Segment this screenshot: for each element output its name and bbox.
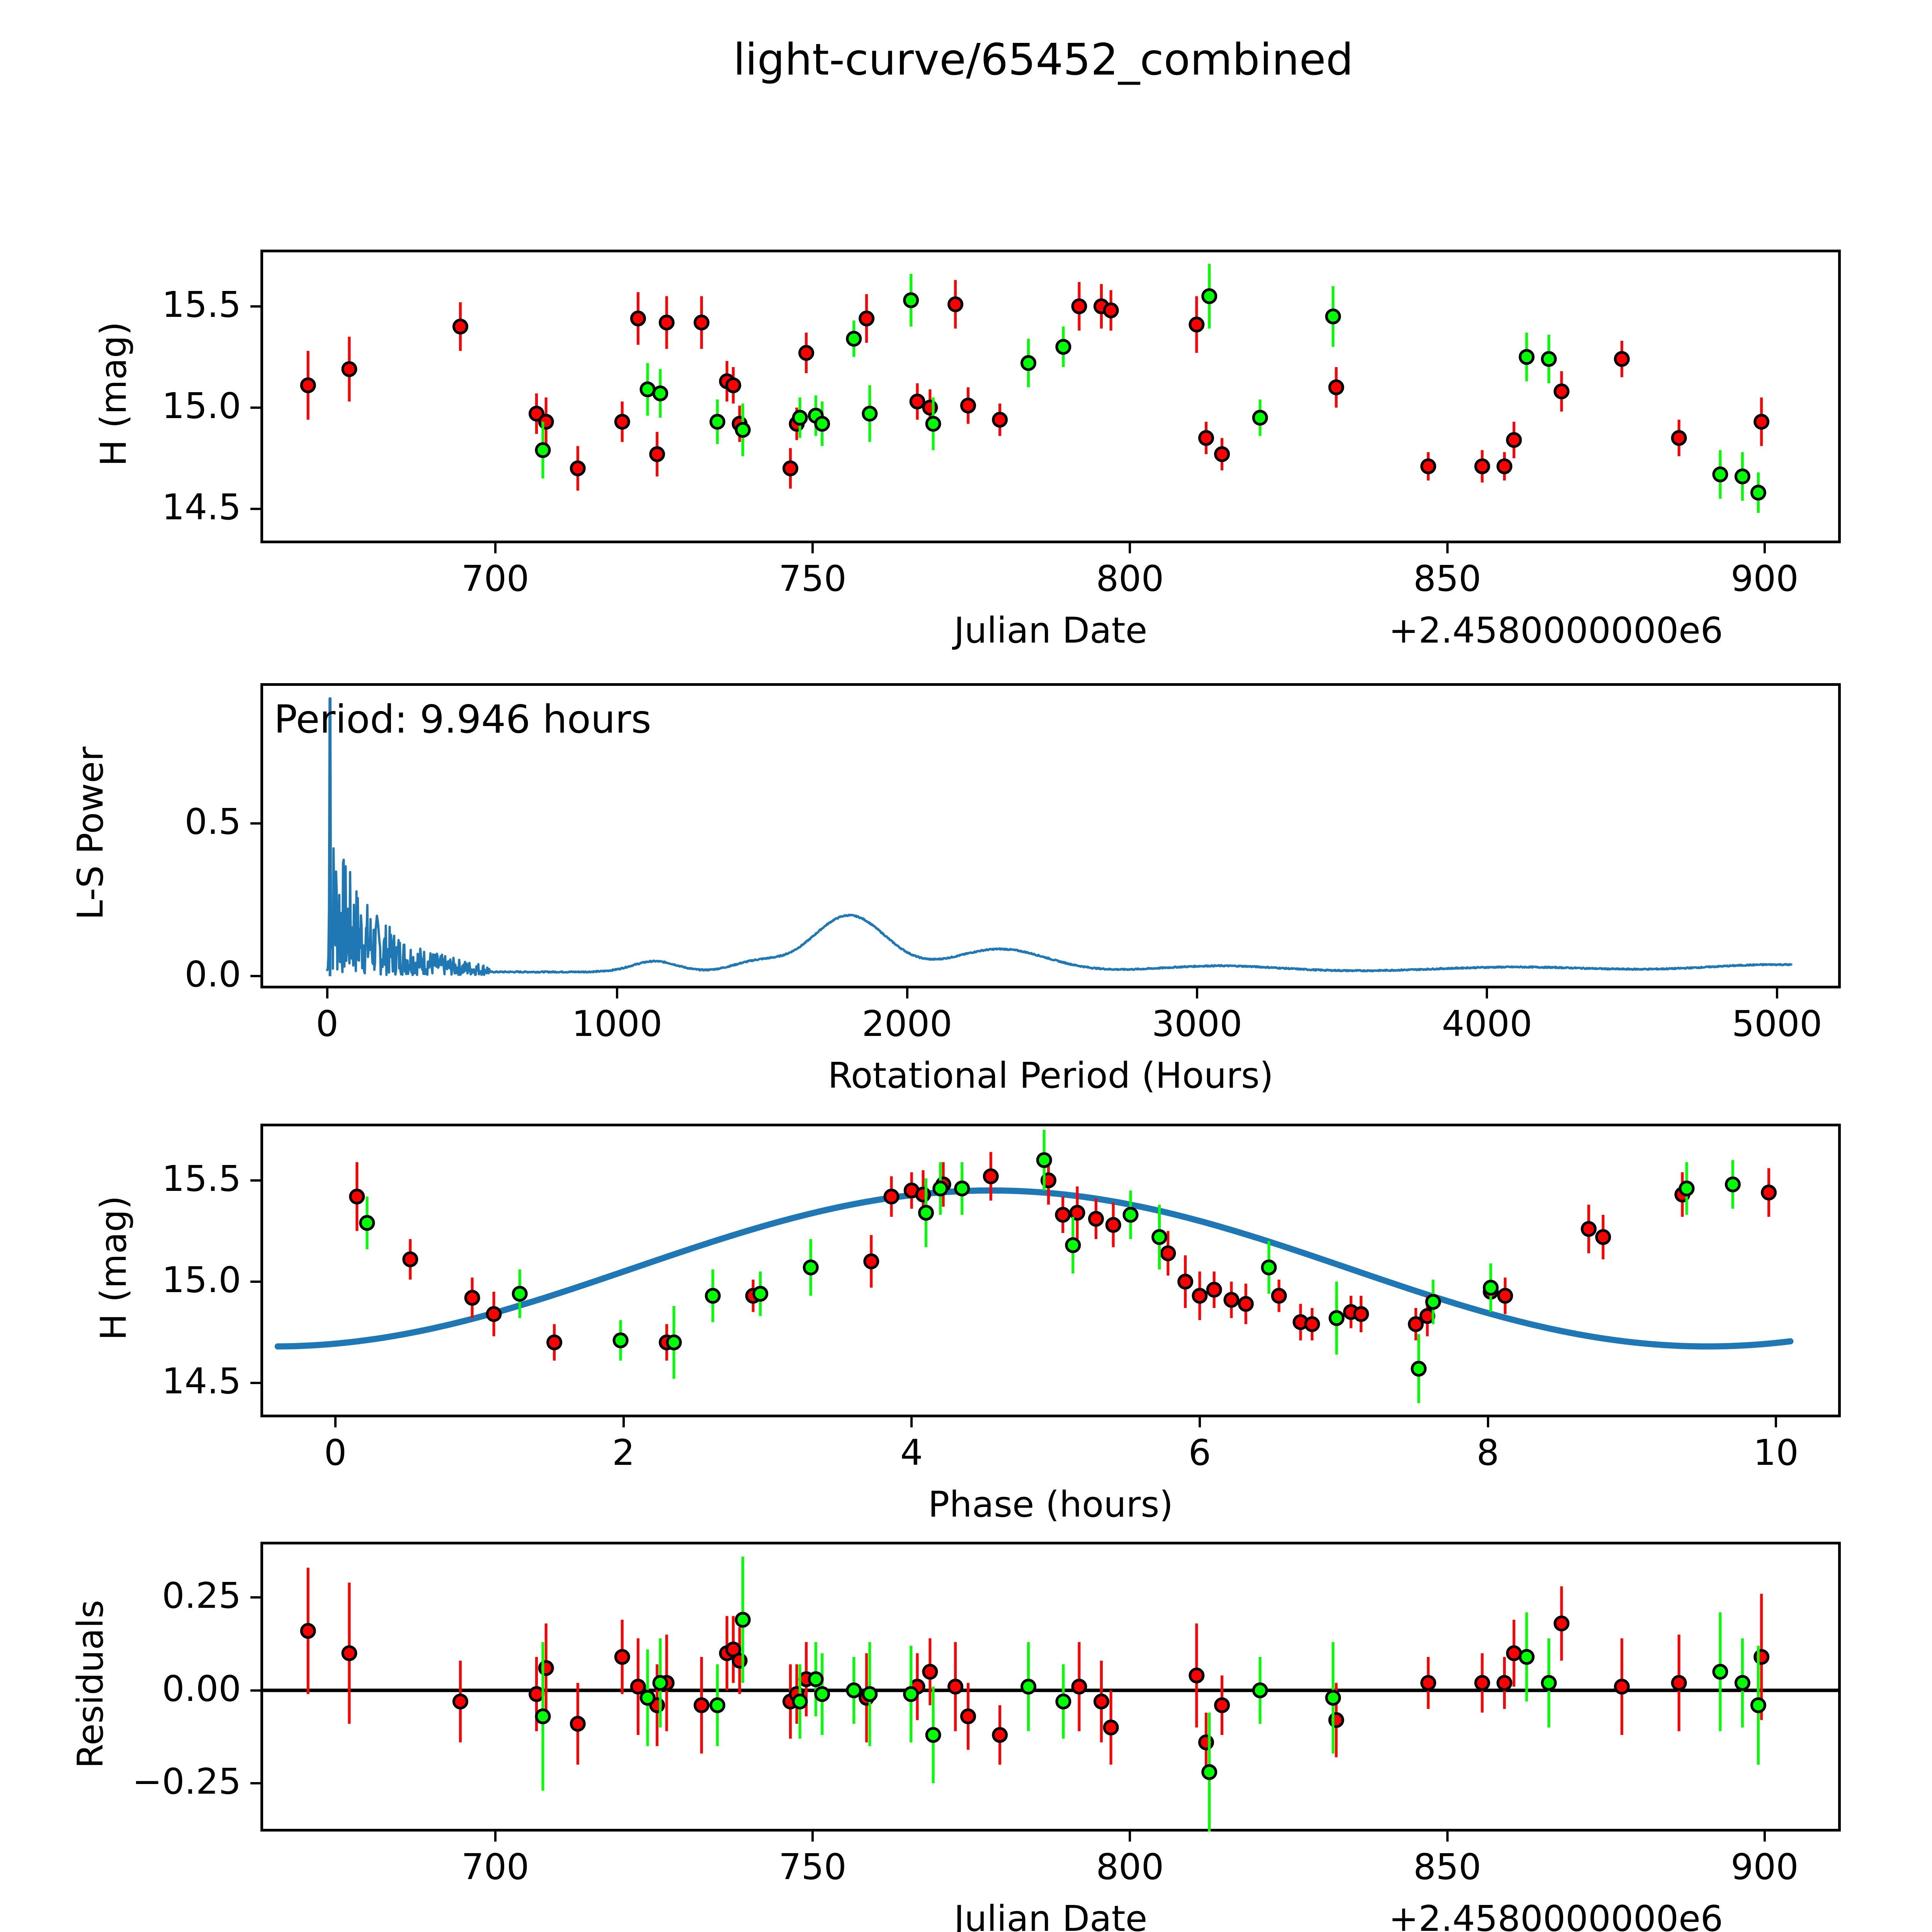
x-tickmark <box>1763 543 1766 553</box>
y-tickmark <box>250 975 260 978</box>
x-tickmark <box>622 1417 625 1427</box>
x-tickmark <box>1198 1417 1201 1427</box>
x-tick-label: 800 <box>1096 558 1164 599</box>
x-tickmark <box>910 1417 913 1427</box>
x-tick-label: 10 <box>1753 1432 1799 1473</box>
x-tick-label: 800 <box>1096 1846 1164 1888</box>
y-tick-label: 0.25 <box>162 1575 241 1617</box>
y-tickmark <box>250 305 260 308</box>
x-tickmark <box>1129 1832 1131 1842</box>
y-tick-label: 0.00 <box>162 1668 241 1709</box>
x-tickmark <box>1129 543 1131 553</box>
panel-residuals-frame <box>260 1542 1841 1832</box>
x-tickmark <box>1446 1832 1449 1842</box>
x-tickmark <box>1196 988 1198 998</box>
panel-periodogram <box>260 683 1841 988</box>
page-title: light-curve/65452_combined <box>733 35 1354 85</box>
y-tickmark <box>250 1179 260 1182</box>
y-tickmark <box>250 1596 260 1599</box>
y-tick-label: 0.5 <box>184 801 241 843</box>
panel-lightcurve-frame <box>260 250 1841 543</box>
axis-label-y: L-S Power <box>70 747 111 920</box>
panel-residuals-canvas <box>260 1556 1841 1832</box>
axis-label-y: H (mag) <box>93 321 134 466</box>
y-tick-label: 15.0 <box>162 385 241 427</box>
series-red <box>300 280 1770 491</box>
axis-label-y: H (mag) <box>93 1196 134 1340</box>
x-tick-label: 4000 <box>1442 1003 1532 1044</box>
x-tick-label: 4 <box>900 1432 923 1473</box>
x-tick-label: 750 <box>779 1846 847 1888</box>
y-tickmark <box>250 1689 260 1692</box>
x-tick-label: 900 <box>1731 1846 1799 1888</box>
y-tick-label: 0.0 <box>184 954 241 995</box>
x-tick-label: 700 <box>461 558 529 599</box>
axis-offset-text: +2.4580000000e6 <box>1389 610 1723 651</box>
panel-lightcurve-canvas <box>300 264 1770 513</box>
y-tick-label: −0.25 <box>132 1761 241 1802</box>
y-tickmark <box>250 1280 260 1283</box>
panel-residuals <box>260 1542 1841 1832</box>
panel-phasefold <box>260 1124 1841 1417</box>
y-tick-label: 14.5 <box>162 1360 241 1402</box>
series-green <box>535 1556 1766 1832</box>
y-tickmark <box>250 507 260 510</box>
axis-label-x: Phase (hours) <box>928 1484 1173 1525</box>
y-tickmark <box>250 1381 260 1384</box>
x-tick-label: 2000 <box>862 1003 952 1044</box>
x-tickmark <box>494 543 497 553</box>
x-tick-label: 0 <box>324 1432 347 1473</box>
x-tick-label: 900 <box>1731 558 1799 599</box>
x-tick-label: 0 <box>316 1003 338 1044</box>
x-tick-label: 850 <box>1413 558 1481 599</box>
x-tickmark <box>811 1832 814 1842</box>
axis-label-x: Rotational Period (Hours) <box>828 1055 1274 1096</box>
panel-periodogram-canvas <box>326 697 1793 976</box>
x-tickmark <box>1776 988 1778 998</box>
x-tick-label: 2 <box>612 1432 635 1473</box>
x-tick-label: 5000 <box>1731 1003 1822 1044</box>
axis-label-x: Julian Date <box>954 1898 1148 1932</box>
axis-label-x: Julian Date <box>954 610 1148 651</box>
x-tickmark <box>616 988 619 998</box>
panel-periodogram-frame <box>260 683 1841 988</box>
x-tick-label: 850 <box>1413 1846 1481 1888</box>
axis-offset-text: +2.4580000000e6 <box>1389 1898 1723 1932</box>
x-tickmark <box>494 1832 497 1842</box>
series-green <box>535 264 1766 513</box>
x-tickmark <box>334 1417 337 1427</box>
y-tickmark <box>250 822 260 825</box>
panel-lightcurve <box>260 250 1841 543</box>
x-tick-label: 6 <box>1188 1432 1211 1473</box>
x-tickmark <box>326 988 328 998</box>
x-tick-label: 1000 <box>571 1003 663 1044</box>
x-tickmark <box>906 988 908 998</box>
y-tickmark <box>250 1782 260 1784</box>
x-tick-label: 700 <box>461 1846 529 1888</box>
series-green <box>359 1129 1741 1403</box>
x-tick-label: 8 <box>1476 1432 1499 1473</box>
y-tick-label: 15.0 <box>162 1259 241 1301</box>
x-tickmark <box>1763 1832 1766 1842</box>
x-tickmark <box>1486 1417 1489 1427</box>
y-tick-label: 15.5 <box>162 1158 241 1199</box>
x-tickmark <box>1486 988 1488 998</box>
axis-label-y: Residuals <box>70 1600 111 1769</box>
y-tick-label: 15.5 <box>162 284 241 325</box>
x-tick-label: 3000 <box>1151 1003 1243 1044</box>
periodogram-annotation: Period: 9.946 hours <box>274 697 651 742</box>
y-tickmark <box>250 406 260 409</box>
x-tick-label: 750 <box>779 558 847 599</box>
panel-phasefold-canvas <box>274 1129 1794 1403</box>
x-tickmark <box>1775 1417 1777 1427</box>
x-tickmark <box>1446 543 1449 553</box>
panel-phasefold-frame <box>260 1124 1841 1417</box>
x-tickmark <box>811 543 814 553</box>
y-tick-label: 14.5 <box>162 486 241 528</box>
